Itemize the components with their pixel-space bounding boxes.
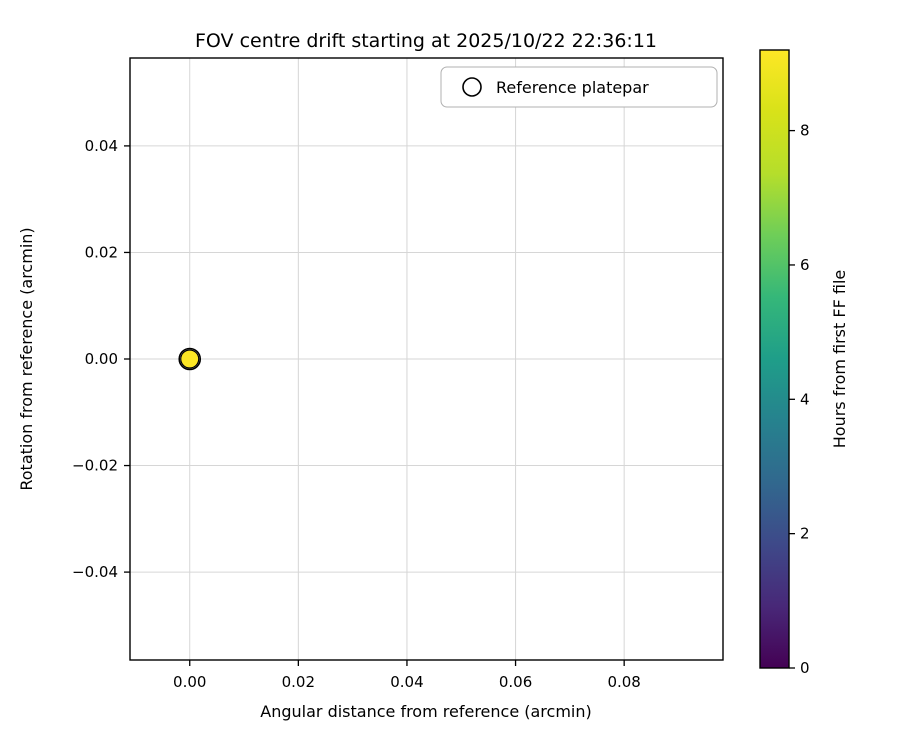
legend-box: [440, 66, 718, 108]
reference-platepar-marker: [178, 347, 202, 371]
x-tick-label: 0.08: [607, 673, 640, 691]
x-tick-label: 0.06: [499, 673, 532, 691]
colorbar-tick-label: 0: [800, 659, 810, 677]
y-tick-label: 0.04: [85, 137, 118, 155]
colorbar-tick-label: 6: [800, 256, 810, 274]
y-tick-label: −0.02: [72, 457, 118, 475]
legend: Reference platepar: [440, 66, 718, 108]
y-tick-label: 0.00: [85, 350, 118, 368]
grid-lines: [130, 58, 723, 660]
x-tick-label: 0.00: [173, 673, 206, 691]
y-tick-label: −0.04: [72, 563, 118, 581]
legend-label: Reference platepar: [496, 78, 649, 97]
colorbar-outline: [759, 49, 790, 669]
x-tick-label: 0.02: [282, 673, 315, 691]
colorbar: 0 2 4 6 8 Hours from first FF file: [759, 49, 849, 677]
open-circle-icon: [462, 77, 482, 97]
x-axis-ticks: 0.00 0.02 0.04 0.06 0.08: [173, 660, 641, 691]
colorbar-ticks: 0 2 4 6 8: [789, 122, 810, 677]
colorbar-tick-label: 8: [800, 122, 810, 140]
y-axis-ticks: −0.04 −0.02 0.00 0.02 0.04: [72, 137, 130, 581]
x-tick-label: 0.04: [390, 673, 423, 691]
x-axis-label: Angular distance from reference (arcmin): [260, 702, 591, 721]
colorbar-tick-label: 2: [800, 525, 810, 543]
colorbar-gradient: [760, 50, 789, 668]
y-axis-label: Rotation from reference (arcmin): [17, 227, 36, 490]
colorbar-tick-label: 4: [800, 390, 810, 408]
y-tick-label: 0.02: [85, 243, 118, 261]
chart-title: FOV centre drift starting at 2025/10/22 …: [195, 30, 657, 52]
data-point: [180, 349, 200, 369]
colorbar-label: Hours from first FF file: [830, 270, 849, 449]
data-points-layer: [178, 347, 202, 371]
